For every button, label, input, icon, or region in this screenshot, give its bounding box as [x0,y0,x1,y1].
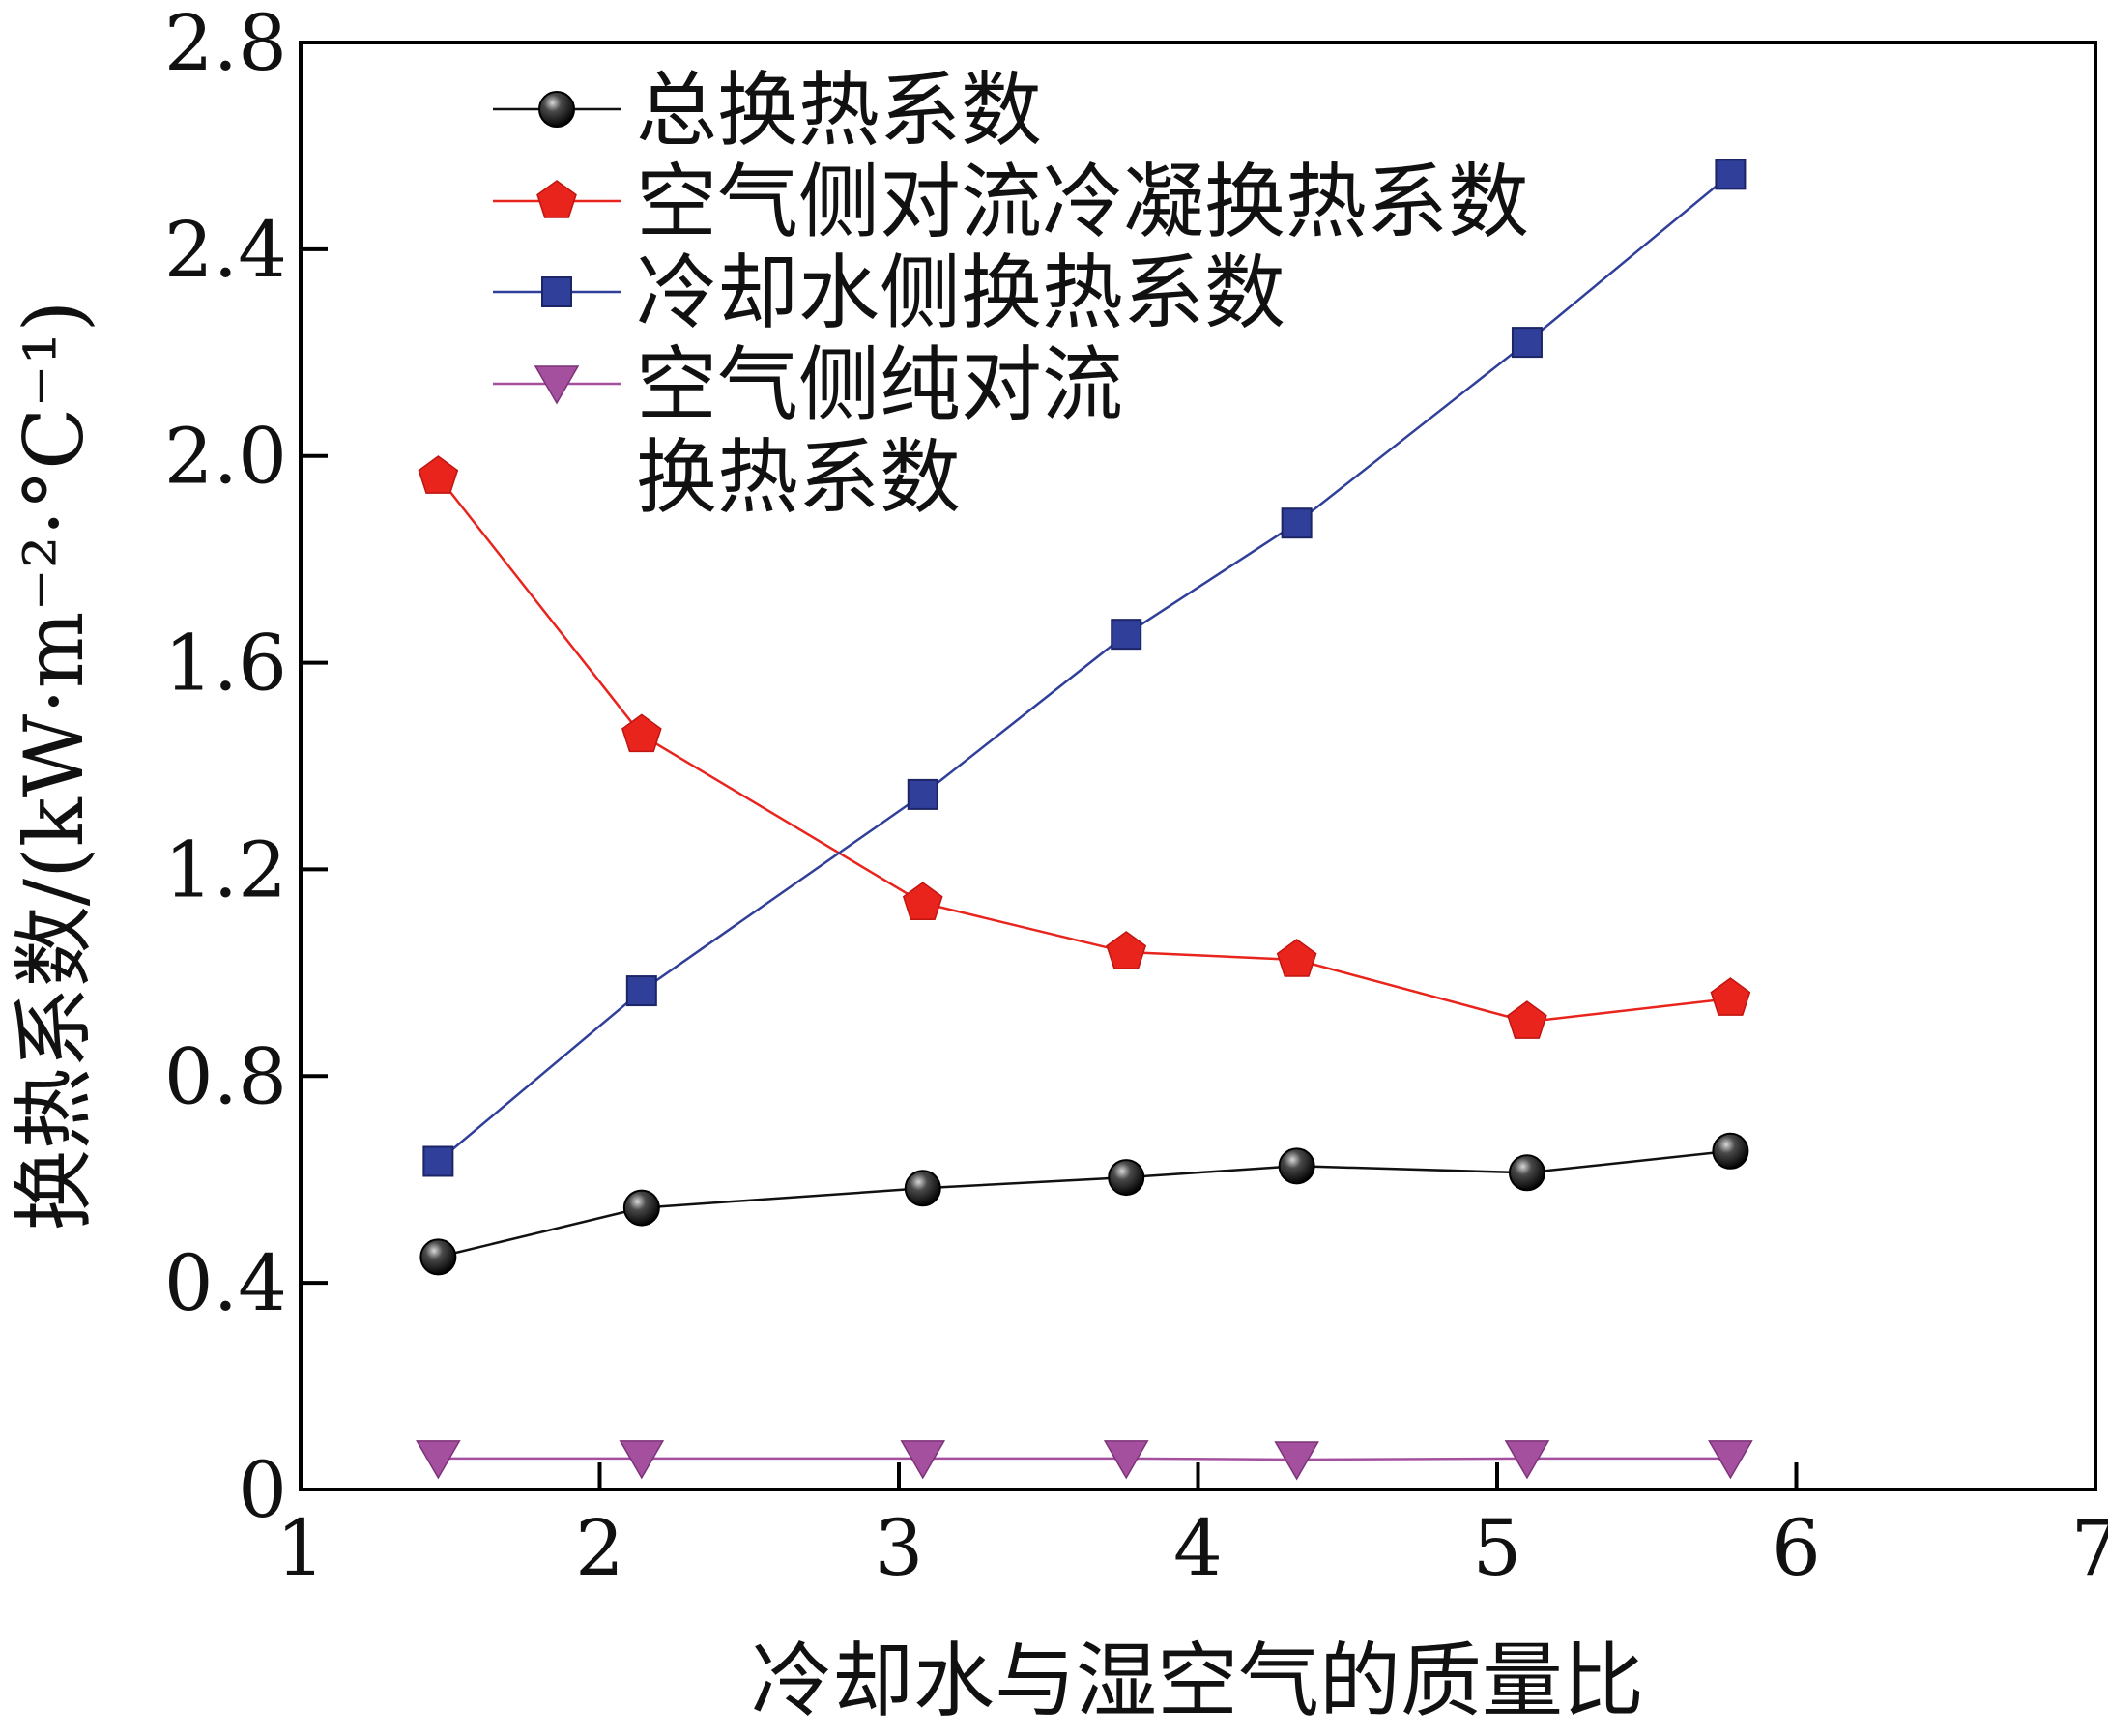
series-4-point [416,1440,461,1480]
series-1-point [1508,1154,1545,1192]
legend-marker [541,276,572,307]
series-2-point [621,713,662,753]
series-2-point [1106,931,1147,969]
series-4-point [619,1440,665,1480]
legend-marker [536,180,577,218]
series-4-point [1504,1440,1550,1480]
x-tick-label: 1 [276,1503,326,1593]
y-tick-label: 1.6 [164,619,287,709]
y-tick-label: 0.4 [164,1238,287,1328]
legend-item-2: 空气侧对流冷凝换热系数 [493,155,1529,249]
series-layer [416,159,1753,1481]
legend-item-3: 冷却水侧换热系数 [493,246,1285,340]
series-4-point [1103,1440,1149,1480]
series-4-point [1274,1441,1319,1481]
x-tick-label: 6 [1772,1503,1821,1593]
y-tick-label: 2.0 [164,412,287,502]
series-4 [416,1440,1753,1481]
series-1-point [1108,1159,1145,1197]
legend-label: 空气侧纯对流 [636,337,1123,432]
series-3-point [1111,619,1142,651]
series-2-point [1710,977,1751,1016]
x-tick-label: 2 [575,1503,624,1593]
series-3-point [422,1145,454,1177]
legend-label: 总换热系数 [636,63,1042,158]
axes: 1 2 3 4 5 6 7 0 0.4 0.8 1.2 1.6 2.0 2.4 2.8 [164,0,2108,1593]
y-tick-label: 1.2 [164,825,287,914]
series-1 [419,1132,1749,1276]
legend-label: 冷却水侧换热系数 [636,246,1285,340]
series-2-point [902,882,943,920]
series-1-point [904,1170,941,1207]
series-1-point [1278,1147,1315,1185]
series-4-point [900,1440,946,1480]
series-2 [418,455,1751,1039]
y-axis-title: 换热系数/(kW·m⁻²·°C⁻¹) [7,301,101,1230]
series-1-point [622,1189,660,1227]
series-1-point [1712,1132,1749,1170]
series-2-point [1507,1000,1547,1039]
legend-marker [538,91,575,128]
legend-label: 换热系数 [636,430,961,525]
y-tick-label: 0 [238,1445,287,1535]
y-tick-label: 0.8 [164,1031,287,1121]
y-tick-label: 2.4 [164,205,287,295]
legend-label: 空气侧对流冷凝换热系数 [636,155,1529,249]
series-3-point [625,975,657,1007]
series-4-point [1708,1440,1753,1480]
series-2-point [418,455,459,494]
x-tick-label: 3 [875,1503,924,1593]
y-tick-label: 2.8 [164,0,287,88]
x-axis-title: 冷却水与湿空气的质量比 [751,1634,1644,1728]
x-tick-label: 7 [2071,1503,2108,1593]
series-1-point [419,1238,457,1276]
series-3-point [1511,327,1543,359]
series-3-point [1715,159,1747,190]
series-2-point [1276,939,1317,977]
legend-item-1: 总换热系数 [493,63,1042,158]
series-3 [422,159,1747,1177]
legend-marker [534,365,580,405]
x-tick-label: 5 [1473,1503,1522,1593]
series-3-point [1281,507,1313,539]
series-3-point [907,778,938,810]
x-tick-label: 4 [1173,1503,1223,1593]
